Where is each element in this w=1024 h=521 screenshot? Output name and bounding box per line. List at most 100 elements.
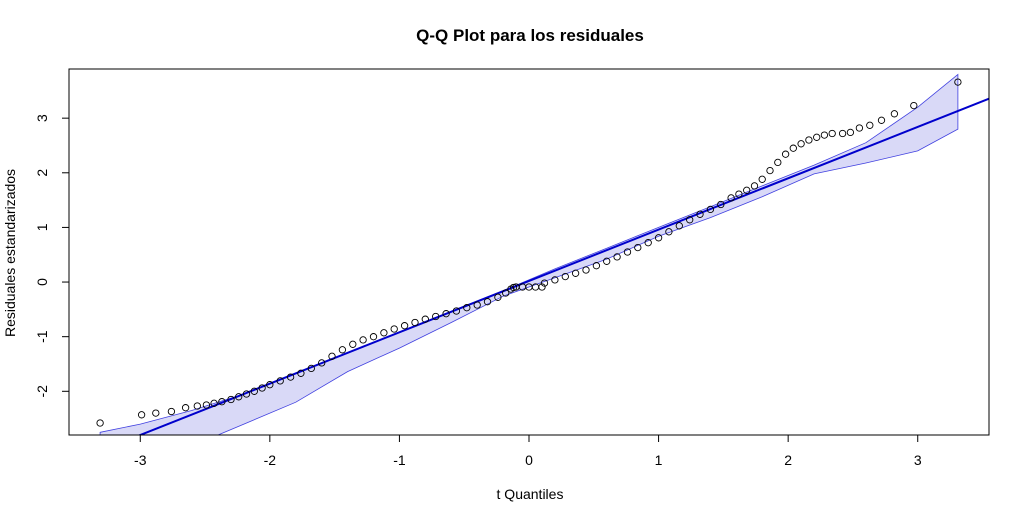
data-point [828, 129, 836, 138]
data-point [890, 110, 899, 118]
data-point [551, 276, 559, 284]
chart-title: Q-Q Plot para los residuales [416, 26, 644, 45]
data-point [813, 133, 821, 141]
reference-line [137, 97, 989, 435]
data-point [421, 315, 429, 323]
x-tick-label: -1 [393, 452, 406, 468]
plot-frame [68, 68, 990, 436]
x-tick-label: 3 [914, 452, 922, 468]
data-point [706, 205, 715, 214]
data-point [137, 411, 146, 419]
x-tick-label: 2 [784, 452, 792, 468]
data-point [390, 325, 398, 333]
data-point [866, 121, 874, 129]
y-tick-label: -2 [34, 385, 50, 398]
data-point [727, 194, 735, 202]
plot-content [96, 73, 989, 435]
data-point [297, 369, 305, 377]
data-point [369, 333, 378, 341]
data-point [442, 310, 450, 318]
x-tick-label: -3 [134, 452, 147, 468]
y-tick-label: 3 [34, 114, 50, 122]
data-point [509, 283, 518, 292]
confidence-envelope [99, 73, 959, 435]
data-point [846, 128, 855, 137]
data-point [266, 381, 274, 389]
data-point [227, 395, 235, 404]
data-point [338, 346, 347, 354]
data-point [242, 390, 251, 398]
data-point [582, 266, 590, 274]
data-point [276, 377, 284, 385]
data-point [877, 116, 886, 124]
data-point [210, 399, 218, 407]
data-point [634, 243, 642, 252]
data-point [202, 401, 211, 409]
x-axis: -3 -2 -1 0 1 2 3 [134, 434, 922, 468]
data-point [286, 373, 295, 381]
data-point [432, 312, 440, 321]
data-point [855, 124, 864, 132]
data-point [774, 158, 782, 167]
data-point [411, 318, 419, 327]
data-point [235, 393, 243, 401]
data-point [686, 216, 694, 224]
data-point [181, 404, 190, 412]
data-point [349, 340, 357, 348]
x-tick-label: 0 [525, 452, 533, 468]
data-point [193, 402, 201, 410]
data-point [717, 200, 725, 209]
data-point [152, 409, 160, 417]
data-point [696, 210, 704, 218]
data-point [218, 398, 226, 406]
data-point [400, 322, 409, 330]
data-point [603, 257, 611, 265]
data-point [743, 186, 751, 194]
data-point [258, 384, 266, 392]
data-point [758, 175, 766, 183]
data-point [838, 129, 847, 138]
data-point [665, 228, 673, 236]
data-point [592, 262, 601, 270]
x-tick-label: 1 [655, 452, 663, 468]
data-point [735, 190, 743, 198]
y-tick-label: -1 [34, 330, 50, 343]
data-point [318, 359, 326, 367]
data-point [561, 272, 569, 281]
data-point [359, 336, 367, 344]
y-tick-label: 2 [34, 169, 50, 177]
data-point [910, 101, 918, 110]
data-point [571, 269, 580, 277]
data-point [250, 387, 258, 395]
data-point [483, 298, 492, 306]
y-tick-label: 1 [34, 223, 50, 231]
data-point [675, 222, 683, 230]
data-point [644, 239, 652, 247]
data-point [452, 307, 461, 315]
data-point [613, 253, 621, 261]
x-tick-label: -2 [264, 452, 277, 468]
y-tick-label: 0 [34, 278, 50, 286]
data-point [167, 407, 176, 416]
data-point [954, 78, 962, 86]
data-point [473, 301, 481, 309]
data-point [781, 150, 790, 158]
data-point [750, 182, 759, 190]
data-point [766, 166, 774, 175]
data-point [623, 248, 632, 256]
x-axis-label: t Quantiles [497, 486, 564, 502]
data-point [494, 293, 502, 301]
y-axis-label: Residuales estandarizados [2, 169, 18, 337]
data-point [538, 283, 546, 291]
data-point [654, 234, 663, 242]
data-point [307, 364, 315, 373]
data-point [328, 352, 336, 360]
data-point [463, 304, 471, 312]
data-point [789, 144, 797, 152]
data-point [805, 136, 813, 144]
data-point [820, 131, 829, 139]
data-point [797, 140, 805, 148]
data-point [502, 289, 510, 297]
data-point [96, 419, 104, 427]
